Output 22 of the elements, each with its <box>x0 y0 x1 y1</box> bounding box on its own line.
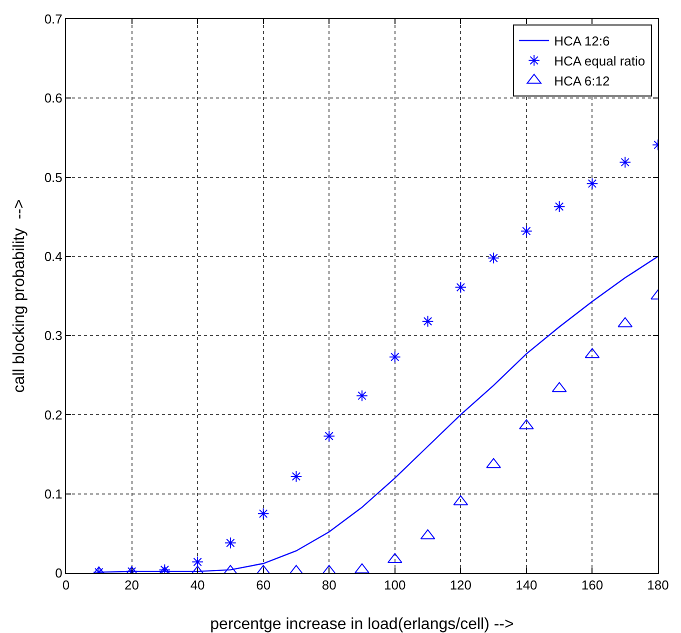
y-tick-label: 0.4 <box>44 248 62 264</box>
legend-label: HCA equal ratio <box>554 53 646 68</box>
x-tick-label: 160 <box>581 578 604 593</box>
y-axis-title: call blocking probability --> <box>11 199 28 393</box>
x-tick-label: 120 <box>450 578 472 593</box>
legend-label: HCA 6:12 <box>554 73 610 88</box>
x-tick-label: 40 <box>190 578 205 593</box>
x-tick-label: 60 <box>256 578 271 593</box>
x-tick-label: 180 <box>647 578 669 593</box>
x-tick-label: 100 <box>384 578 406 593</box>
x-tick-label: 140 <box>516 578 538 593</box>
y-tick-label: 0.2 <box>44 407 62 422</box>
y-tick-label: 0.7 <box>44 12 62 27</box>
y-tick-label: 0 <box>55 566 62 581</box>
legend-label: HCA 12:6 <box>554 34 610 49</box>
y-tick-label: 0.6 <box>44 90 62 106</box>
x-tick-label: 20 <box>124 578 140 593</box>
x-tick-label: 80 <box>322 578 336 593</box>
x-axis-title: percentge increase in load(erlangs/cell) --> <box>210 616 514 633</box>
y-tick-label: 0.5 <box>44 170 62 185</box>
y-tick-label: 0.1 <box>44 486 62 502</box>
y-tick-label: 0.3 <box>44 328 62 344</box>
